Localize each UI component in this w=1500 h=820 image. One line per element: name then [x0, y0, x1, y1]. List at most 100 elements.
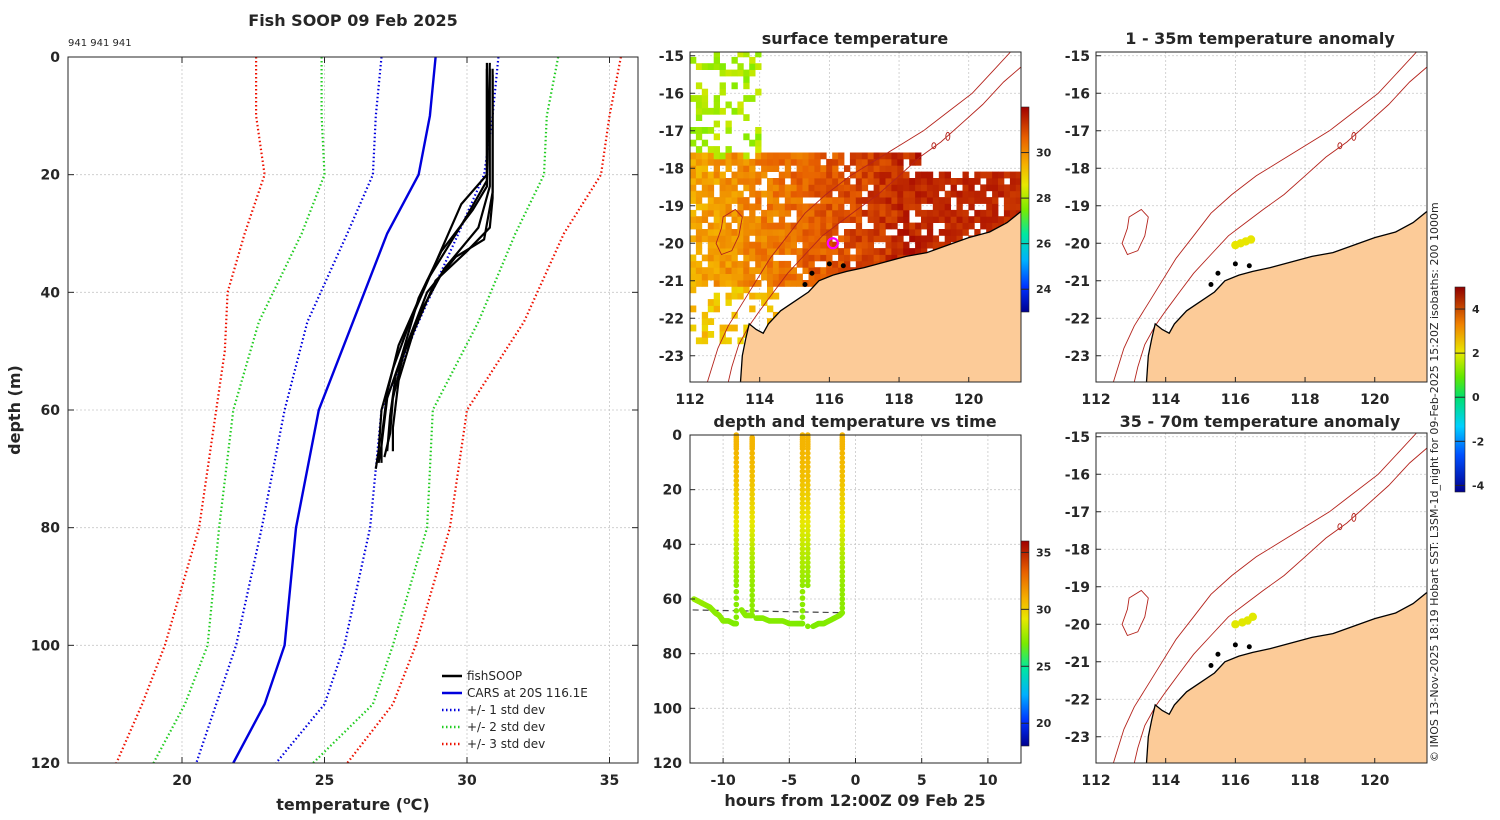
sst-pixel: [790, 273, 797, 281]
series--1-std-dev-low-: [195, 56, 383, 764]
sst-pixel: [814, 184, 821, 192]
sst-pixel: [731, 292, 738, 300]
sst-pixel: [826, 178, 833, 185]
anom1-y-tick-label: -22: [1065, 311, 1090, 327]
surface-land: [740, 211, 1021, 382]
depthtime-point: [839, 546, 846, 552]
sst-pixel: [690, 139, 697, 147]
sst-pixel: [891, 184, 898, 192]
sst-pixel: [784, 190, 792, 198]
sst-pixel: [826, 184, 833, 192]
sst-pixel: [915, 229, 922, 236]
sst-pixel: [707, 197, 715, 204]
depthtime-point: [749, 550, 755, 557]
sst-pixel: [755, 235, 762, 243]
sst-pixel: [873, 248, 880, 255]
sst-pixel: [826, 229, 833, 236]
sst-pixel: [737, 158, 744, 166]
sst-pixel: [861, 248, 869, 255]
sst-pixel: [713, 203, 720, 211]
series--2-std-dev-high-: [312, 56, 560, 764]
sst-pixel: [867, 229, 874, 236]
sst-pixel: [808, 165, 815, 172]
depthtime-x-tick-label: -5: [782, 773, 798, 789]
depthtime-point: [799, 537, 806, 543]
sst-pixel: [701, 63, 709, 70]
depthtime-point: [733, 541, 740, 548]
sst-pixel: [891, 241, 898, 249]
sst-pixel: [867, 248, 874, 255]
depthtime-point: [799, 464, 806, 470]
sst-pixel: [903, 216, 910, 223]
depthtime-x-ticks: -10 -5 0 5 10: [710, 758, 998, 789]
sst-pixel: [897, 197, 904, 204]
sst-pixel: [820, 178, 827, 185]
anomaly-colorbar-label: 2: [1472, 347, 1480, 360]
sst-pixel: [832, 260, 839, 268]
sst-pixel: [944, 190, 951, 198]
sst-pixel: [849, 197, 857, 204]
depthtime-point: [733, 578, 740, 584]
depthtime-colorbar-ticks: 20 25 30 35: [1021, 546, 1052, 730]
sst-pixel: [772, 267, 780, 274]
sst-pixel: [855, 197, 863, 204]
sst-pixel: [849, 171, 857, 179]
sst-pixel: [861, 165, 869, 172]
fishsoop-cast: [377, 68, 488, 464]
sst-pixel: [690, 178, 697, 185]
anom2-isobath-rowley: [1121, 589, 1149, 637]
sst-pixel: [767, 229, 774, 236]
depthtime-point: [749, 450, 755, 457]
sst-pixel: [784, 241, 792, 249]
sst-pixel: [903, 209, 910, 217]
sst-pixel: [926, 235, 934, 243]
sst-pixel: [749, 292, 756, 300]
sst-pixel: [849, 184, 857, 192]
depthtime-point: [799, 486, 806, 493]
sst-pixel: [932, 216, 940, 223]
sst-pixel: [968, 184, 975, 192]
depthtime-y-tick-label: 40: [663, 537, 683, 553]
anom1-reef-isobath: [1351, 131, 1357, 141]
sst-pixel: [802, 152, 809, 160]
sst-pixel: [915, 209, 922, 217]
sst-pixel: [690, 152, 697, 160]
depthtime-point: [805, 582, 811, 589]
depthtime-point: [733, 568, 740, 575]
sst-pixel: [772, 184, 780, 192]
sst-pixel: [808, 190, 815, 198]
sst-pixel: [962, 171, 969, 179]
depthtime-point: [749, 468, 755, 475]
depthtime-point: [799, 620, 806, 627]
sst-pixel: [725, 127, 732, 134]
depthtime-point: [805, 505, 811, 511]
sst-pixel: [838, 248, 845, 255]
sst-pixel: [838, 235, 845, 243]
depthtime-point: [733, 564, 740, 570]
sst-pixel: [690, 305, 697, 313]
sst-pixel: [867, 209, 874, 217]
sst-pixel: [885, 222, 892, 230]
sst-pixel: [690, 95, 697, 102]
sst-pixel: [784, 260, 792, 268]
sst-pixel: [849, 254, 857, 262]
depthtime-point: [749, 500, 755, 507]
depthtime-point: [733, 588, 740, 595]
surface-y-tick-label: -22: [659, 311, 684, 327]
sst-pixel: [861, 152, 869, 160]
sst-pixel: [909, 229, 916, 236]
sst-pixel: [767, 165, 774, 172]
sst-pixel: [968, 203, 975, 211]
sst-pixel: [755, 88, 762, 96]
sst-pixel: [926, 222, 934, 230]
sst-pixel: [719, 248, 726, 255]
depthtime-point: [839, 582, 846, 589]
sst-pixel: [838, 171, 845, 179]
sst-pixel: [873, 190, 880, 198]
sst-pixel: [891, 254, 898, 262]
sst-pixel: [879, 254, 886, 262]
sst-pixel: [998, 171, 1005, 179]
sst-pixel: [808, 216, 815, 223]
sst-pixel: [802, 158, 809, 166]
sst-pixel: [879, 248, 886, 255]
